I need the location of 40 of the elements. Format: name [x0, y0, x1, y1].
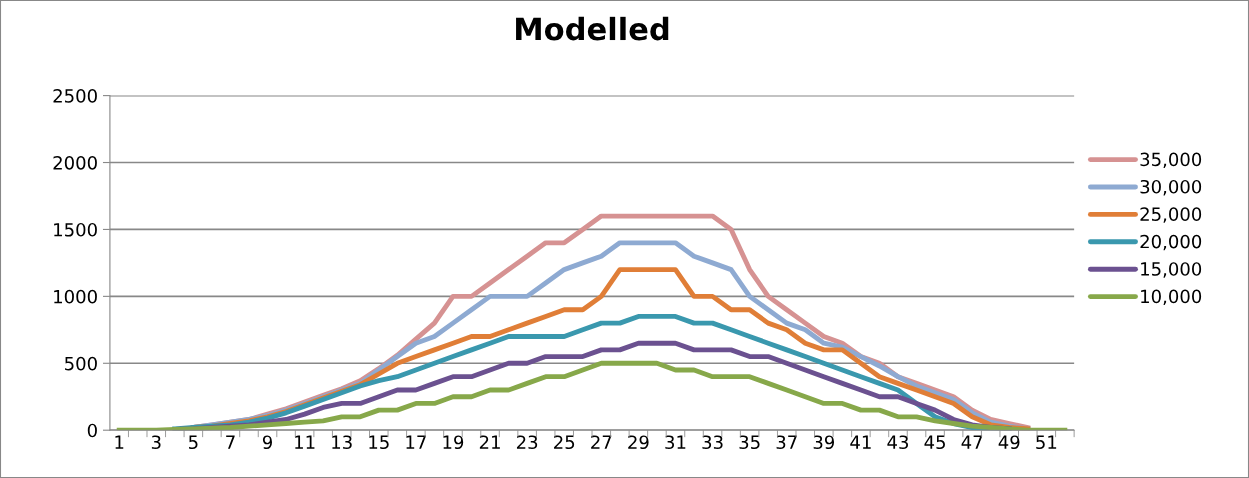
- legend-label: 35,000: [1140, 152, 1202, 169]
- y-tick-label: 2000: [53, 155, 97, 170]
- x-tick-label: 1: [115, 435, 124, 449]
- x-tick-label: 43: [887, 435, 909, 450]
- y-tick-label: 1500: [54, 222, 97, 237]
- x-tick-label: 41: [850, 435, 871, 449]
- x-tick-label: 23: [516, 435, 538, 450]
- x-tick-label: 47: [961, 435, 983, 449]
- legend-label: 15,000: [1141, 262, 1202, 278]
- legend-label: 30,000: [1140, 179, 1202, 196]
- x-tick-label: 39: [813, 435, 835, 450]
- legend-label: 20,000: [1140, 234, 1202, 251]
- line-series: [116, 360, 1068, 431]
- x-tick-label: 17: [406, 435, 426, 449]
- x-tick-label: 33: [702, 435, 723, 450]
- x-tick-label: 5: [189, 435, 198, 450]
- x-tick-label: 15: [369, 435, 389, 450]
- x-tick-label: 51: [1036, 435, 1057, 450]
- x-tick-label: 9: [262, 435, 272, 450]
- x-tick-label: 21: [479, 435, 500, 449]
- y-tick-label: 500: [65, 356, 97, 371]
- legend-label: 10,000: [1141, 289, 1202, 306]
- chart-title: Modelled: [516, 16, 669, 41]
- x-tick-label: 35: [739, 435, 760, 450]
- y-tick-label: 0: [87, 423, 97, 438]
- x-tick-label: 13: [332, 435, 352, 450]
- x-tick-label: 45: [924, 435, 945, 450]
- x-tick-label: 3: [151, 435, 161, 450]
- x-tick-label: 31: [665, 435, 686, 450]
- y-tick-label: 2500: [53, 89, 97, 103]
- x-tick-label: 25: [554, 435, 575, 450]
- x-tick-label: 19: [443, 435, 464, 450]
- x-tick-label: 49: [998, 435, 1020, 450]
- x-tick-label: 27: [591, 435, 612, 449]
- x-tick-label: 37: [776, 435, 797, 450]
- x-tick-label: 7: [226, 435, 235, 449]
- legend-label: 25,000: [1140, 207, 1202, 223]
- x-tick-label: 29: [628, 435, 649, 450]
- y-tick-label: 1000: [54, 289, 97, 304]
- x-tick-label: 11: [295, 435, 315, 449]
